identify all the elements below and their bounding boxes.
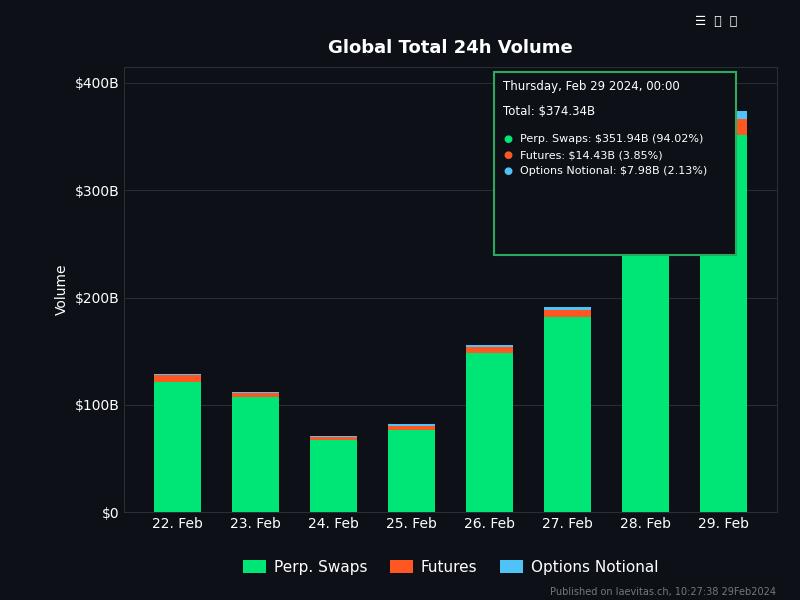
Y-axis label: Volume: Volume [55,264,69,315]
Bar [622,213,670,223]
Text: ●: ● [503,166,512,176]
Bar [388,430,435,512]
Text: Total: $374.34B: Total: $374.34B [503,105,595,118]
Bar [232,397,279,512]
Bar [310,437,357,440]
Text: Published on laevitas.ch, 10:27:38 29Feb2024: Published on laevitas.ch, 10:27:38 29Feb… [550,587,776,597]
Bar [622,223,670,242]
Bar [232,392,279,393]
Text: ●: ● [503,150,512,160]
Legend: Perp. Swaps, Futures, Options Notional: Perp. Swaps, Futures, Options Notional [235,552,666,583]
Bar [232,393,279,397]
Text: Options Notional: $7.98B (2.13%): Options Notional: $7.98B (2.13%) [520,166,707,176]
Title: Global Total 24h Volume: Global Total 24h Volume [328,39,573,57]
Bar [310,436,357,437]
Text: Perp. Swaps: $351.94B (94.02%): Perp. Swaps: $351.94B (94.02%) [520,134,703,144]
Bar [466,345,513,347]
FancyBboxPatch shape [494,72,736,254]
Bar [466,353,513,512]
Bar [701,110,747,119]
Bar [154,374,201,376]
Bar [154,376,201,382]
Text: Futures: $14.43B (3.85%): Futures: $14.43B (3.85%) [520,150,662,160]
Bar [310,440,357,512]
Text: ☰  📖  ⛶: ☰ 📖 ⛶ [695,15,737,28]
Bar [388,424,435,426]
Bar [154,382,201,512]
Bar [544,317,591,512]
Bar [622,242,670,512]
Text: Thursday, Feb 29 2024, 00:00: Thursday, Feb 29 2024, 00:00 [503,80,680,94]
Bar [701,134,747,512]
Bar [544,307,591,310]
Text: ●: ● [503,134,512,144]
Bar [466,347,513,353]
Bar [388,426,435,430]
Bar [701,119,747,134]
Bar [544,310,591,317]
